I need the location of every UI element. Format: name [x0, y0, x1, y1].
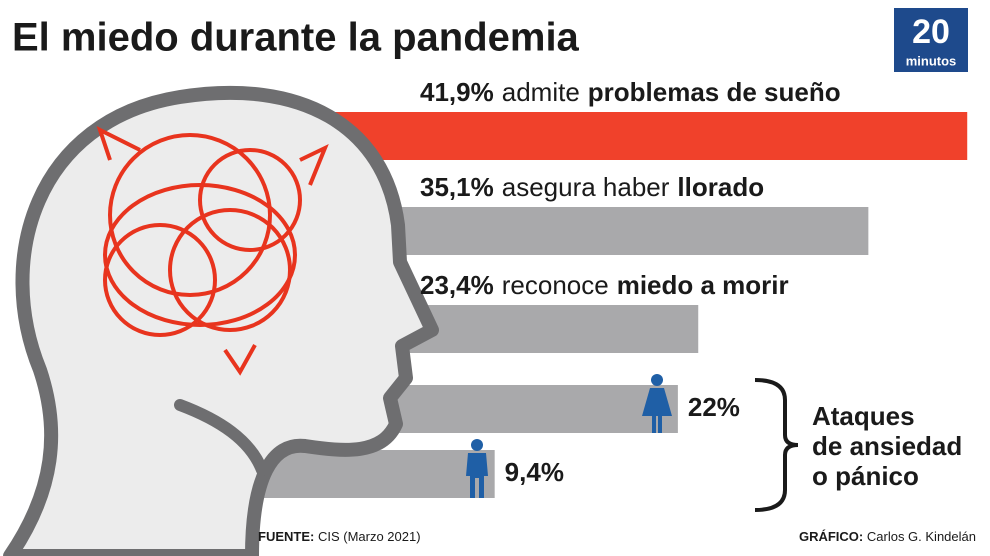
value-label: 23,4% [420, 270, 494, 300]
value-label: 22% [688, 392, 740, 422]
description: admite [502, 77, 580, 107]
jaw-line [174, 399, 268, 476]
source-label: FUENTE: [258, 529, 314, 544]
annotation-line: de ansiedad [812, 431, 962, 461]
man-icon [466, 439, 488, 498]
description-bold: miedo a morir [617, 270, 789, 300]
credit-text: Carlos G. Kindelán [867, 529, 976, 544]
bar-label: 35,1% asegura haber llorado [420, 172, 764, 202]
logo-box [894, 8, 968, 72]
annotation-line: Ataques [812, 401, 915, 431]
description-bold: problemas de sueño [588, 77, 841, 107]
bar-label: 41,9% admite problemas de sueño [420, 77, 841, 107]
value-label: 35,1% [420, 172, 494, 202]
description: reconoce [502, 270, 609, 300]
annotation-line: o pánico [812, 461, 919, 491]
logo-number: 20 [912, 13, 950, 51]
credit: GRÁFICO: Carlos G. Kindelán [799, 529, 976, 544]
description: asegura haber [502, 172, 670, 202]
woman-icon [642, 374, 672, 433]
bracket [754, 378, 799, 512]
bar-label: 23,4% reconoce miedo a morir [420, 270, 789, 300]
source-text: CIS (Marzo 2021) [318, 529, 421, 544]
credit-label: GRÁFICO: [799, 529, 863, 544]
value-label: 41,9% [420, 77, 494, 107]
logo-word: minutos [906, 53, 957, 68]
source: FUENTE: CIS (Marzo 2021) [258, 529, 421, 544]
value-label: 9,4% [505, 457, 564, 487]
description-bold: llorado [677, 172, 764, 202]
title: El miedo durante la pandemia [12, 16, 580, 60]
scribble [96, 126, 329, 376]
